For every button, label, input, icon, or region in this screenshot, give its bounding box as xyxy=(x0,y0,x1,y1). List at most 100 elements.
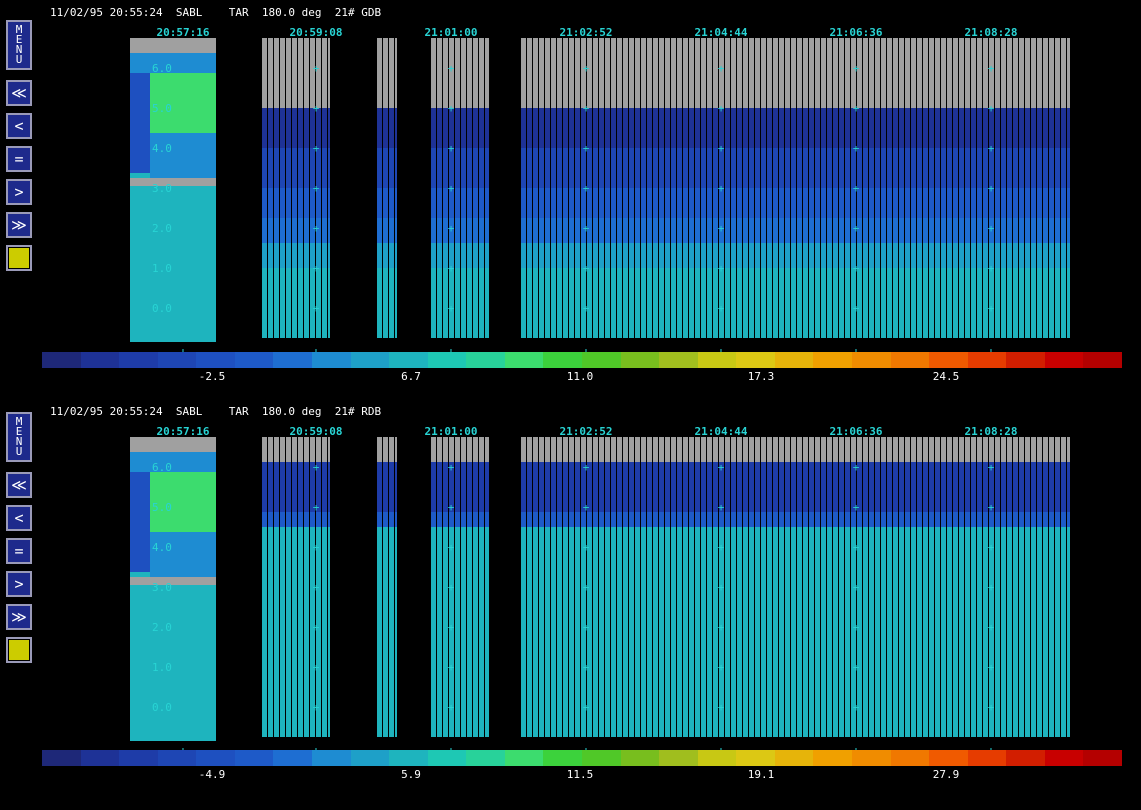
data-fill xyxy=(520,243,1070,268)
time-label: 21:04:44 xyxy=(694,425,748,438)
grid-cross: + xyxy=(718,461,725,474)
scan-gap xyxy=(315,38,316,342)
grid-cross: + xyxy=(853,222,860,235)
colorbar-segment xyxy=(890,352,930,368)
pause-button[interactable]: = xyxy=(6,146,32,172)
scan-gap xyxy=(466,437,467,741)
colorbar-segment xyxy=(543,750,583,766)
scan-gap xyxy=(1060,38,1061,342)
color-swatch-button[interactable] xyxy=(6,637,32,663)
colorbar-segment xyxy=(350,750,390,766)
data-fill xyxy=(430,268,489,338)
height-label: 3.0 xyxy=(152,581,172,594)
colorbar-tick-label: -2.5 xyxy=(198,370,226,383)
rewind-button[interactable]: < xyxy=(6,113,32,139)
grid-cross: + xyxy=(313,461,320,474)
grid-cross: + xyxy=(853,661,860,674)
scan-gap xyxy=(1030,437,1031,741)
colorbar-segment xyxy=(774,750,814,766)
colorbar-segment xyxy=(1006,750,1046,766)
color-swatch-button[interactable] xyxy=(6,245,32,271)
scan-gap xyxy=(658,38,659,342)
grid-cross: + xyxy=(988,102,995,115)
data-block xyxy=(130,437,216,741)
grid-cross: + xyxy=(988,621,995,634)
colorbar-segment xyxy=(1083,750,1123,766)
grid-cross: + xyxy=(853,501,860,514)
scan-gap xyxy=(532,38,533,342)
grid-cross: + xyxy=(853,581,860,594)
grid-cross: + xyxy=(448,262,455,275)
panel-header: 11/02/95 20:55:24 SABL TAR 180.0 deg 21#… xyxy=(50,405,382,418)
forward-button[interactable]: > xyxy=(6,179,32,205)
colorbar-segment xyxy=(1006,352,1046,368)
grid-cross: + xyxy=(583,262,590,275)
no-data-fill xyxy=(130,577,216,585)
colorbar-tick-label: 11.5 xyxy=(566,768,594,781)
rewind-button[interactable]: < xyxy=(6,505,32,531)
colorbar-tick-label: -4.9 xyxy=(198,768,226,781)
scan-gap xyxy=(273,437,274,741)
forward-button[interactable]: > xyxy=(6,571,32,597)
data-fill xyxy=(261,462,330,512)
grid-cross: + xyxy=(448,661,455,674)
time-label: 21:06:36 xyxy=(829,425,883,438)
scan-gap xyxy=(742,437,743,741)
grid-cross: + xyxy=(448,501,455,514)
scan-gap xyxy=(1066,38,1067,342)
scan-gap xyxy=(712,38,713,342)
grid-cross: + xyxy=(718,581,725,594)
scan-gap xyxy=(898,38,899,342)
time-label: 21:01:00 xyxy=(424,26,478,39)
rewind-fast-button[interactable]: ≪ xyxy=(6,472,32,498)
data-fill xyxy=(261,268,330,338)
scan-gap xyxy=(904,437,905,741)
scan-gap xyxy=(982,437,983,741)
scan-gap xyxy=(862,437,863,741)
colorbar-segment xyxy=(1044,750,1084,766)
forward-fast-button[interactable]: ≫ xyxy=(6,604,32,630)
scan-gap xyxy=(670,38,671,342)
colorbar-segment xyxy=(659,750,699,766)
scan-gap xyxy=(550,437,551,741)
grid-cross: + xyxy=(718,102,725,115)
colorbar-segment xyxy=(697,352,737,368)
grid-cross: + xyxy=(583,461,590,474)
data-fill xyxy=(430,527,489,737)
height-label: 4.0 xyxy=(152,541,172,554)
scan-gap xyxy=(988,437,989,741)
scan-gap xyxy=(586,437,587,741)
scan-gap xyxy=(574,437,575,741)
grid-cross: + xyxy=(718,541,725,554)
scan-gap xyxy=(994,437,995,741)
scan-gap xyxy=(442,38,443,342)
grid-cross: + xyxy=(448,182,455,195)
scan-gap xyxy=(718,38,719,342)
scan-gap xyxy=(1000,38,1001,342)
scan-gap xyxy=(376,38,377,342)
grid-cross: + xyxy=(988,661,995,674)
pause-button[interactable]: = xyxy=(6,538,32,564)
height-label: 5.0 xyxy=(152,501,172,514)
forward-fast-button[interactable]: ≫ xyxy=(6,212,32,238)
colorbar-tick-label: 27.9 xyxy=(932,768,960,781)
data-fill xyxy=(430,38,489,108)
grid-cross: + xyxy=(853,142,860,155)
scan-gap xyxy=(321,38,322,342)
grid-cross: + xyxy=(718,621,725,634)
data-fill xyxy=(520,38,1070,108)
scan-gap xyxy=(562,38,563,342)
scan-gap xyxy=(598,437,599,741)
scan-gap xyxy=(285,38,286,342)
scan-gap xyxy=(430,38,431,342)
rewind-fast-button[interactable]: ≪ xyxy=(6,80,32,106)
scan-gap xyxy=(868,437,869,741)
scan-gap xyxy=(466,38,467,342)
scan-gap xyxy=(267,437,268,741)
scan-gap xyxy=(676,437,677,741)
colorbar-segment xyxy=(813,352,853,368)
